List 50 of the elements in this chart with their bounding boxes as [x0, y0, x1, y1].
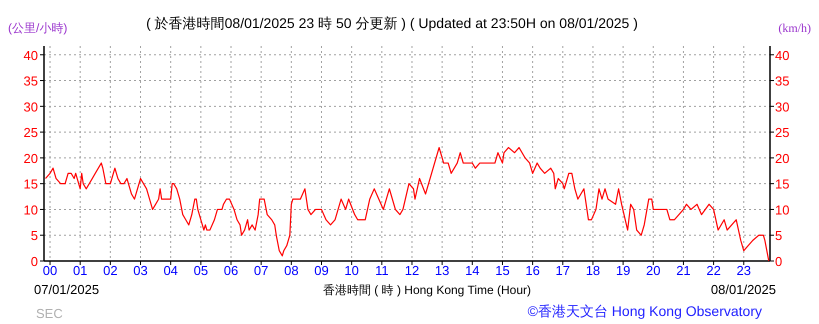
- x-tick-label: 10: [344, 263, 359, 278]
- x-tick-label: 16: [525, 263, 540, 278]
- y-axis-title: (公里/小時): [8, 21, 68, 35]
- y2-tick-label: 5: [775, 228, 782, 244]
- x-tick-label: 12: [404, 263, 420, 278]
- x-tick-label: 14: [465, 263, 480, 278]
- chart-title: ( 於香港時間08/01/2025 23 時 50 分更新 ) ( Updated at 23:50H on 08/01/2025 ): [146, 15, 638, 31]
- y2-axis-title: (km/h): [778, 21, 811, 35]
- x-tick-label: 11: [375, 263, 389, 278]
- y2-tick-label: 10: [775, 202, 790, 218]
- x-tick-label: 03: [133, 263, 148, 278]
- x-tick-label: 21: [676, 263, 691, 278]
- x-tick-label: 22: [706, 263, 721, 278]
- y2-tick-label: 0: [775, 254, 782, 269]
- text: SEC: [36, 306, 63, 321]
- y-tick-label: 40: [24, 48, 38, 63]
- x-tick-label: 19: [616, 263, 630, 278]
- y-tick-label: 35: [24, 74, 38, 89]
- x-tick-label: 15: [495, 263, 510, 278]
- x-tick-label: 02: [103, 263, 118, 278]
- x-tick-label: 13: [434, 263, 450, 278]
- x-tick-label: 09: [314, 263, 329, 278]
- x-tick-label: 05: [194, 263, 208, 278]
- x-tick-label: 17: [556, 263, 570, 278]
- y-tick-label: 10: [24, 202, 38, 218]
- x-tick-label: 08: [284, 263, 299, 278]
- y2-tick-label: 25: [775, 125, 790, 140]
- x-tick-label: 01: [72, 263, 88, 278]
- text: 08/01/2025: [710, 282, 776, 297]
- y2-tick-label: 35: [775, 74, 790, 89]
- y-tick-label: 5: [30, 228, 38, 244]
- y2-tick-label: 30: [775, 99, 790, 114]
- x-tick-label: 00: [42, 263, 58, 278]
- y-tick-label: 25: [24, 125, 38, 140]
- text: 07/01/2025: [34, 282, 100, 297]
- x-axis-title: 香港時間 ( 時 ) Hong Kong Time (Hour): [322, 283, 532, 297]
- x-tick-label: 07: [254, 263, 268, 278]
- text: ©香港天文台 Hong Kong Observatory: [528, 303, 762, 319]
- y2-tick-label: 15: [775, 176, 790, 192]
- x-tick-label: 04: [163, 263, 178, 278]
- y-tick-label: 30: [24, 99, 38, 114]
- y2-tick-label: 40: [775, 48, 790, 63]
- y-tick-label: 20: [24, 150, 38, 166]
- y-tick-label: 15: [24, 176, 38, 192]
- y-tick-label: 0: [30, 254, 38, 269]
- x-tick-label: 18: [586, 263, 600, 278]
- x-tick-label: 20: [646, 263, 661, 278]
- x-tick-label: 23: [736, 263, 751, 278]
- x-tick-label: 06: [224, 263, 238, 278]
- y2-tick-label: 20: [775, 150, 790, 166]
